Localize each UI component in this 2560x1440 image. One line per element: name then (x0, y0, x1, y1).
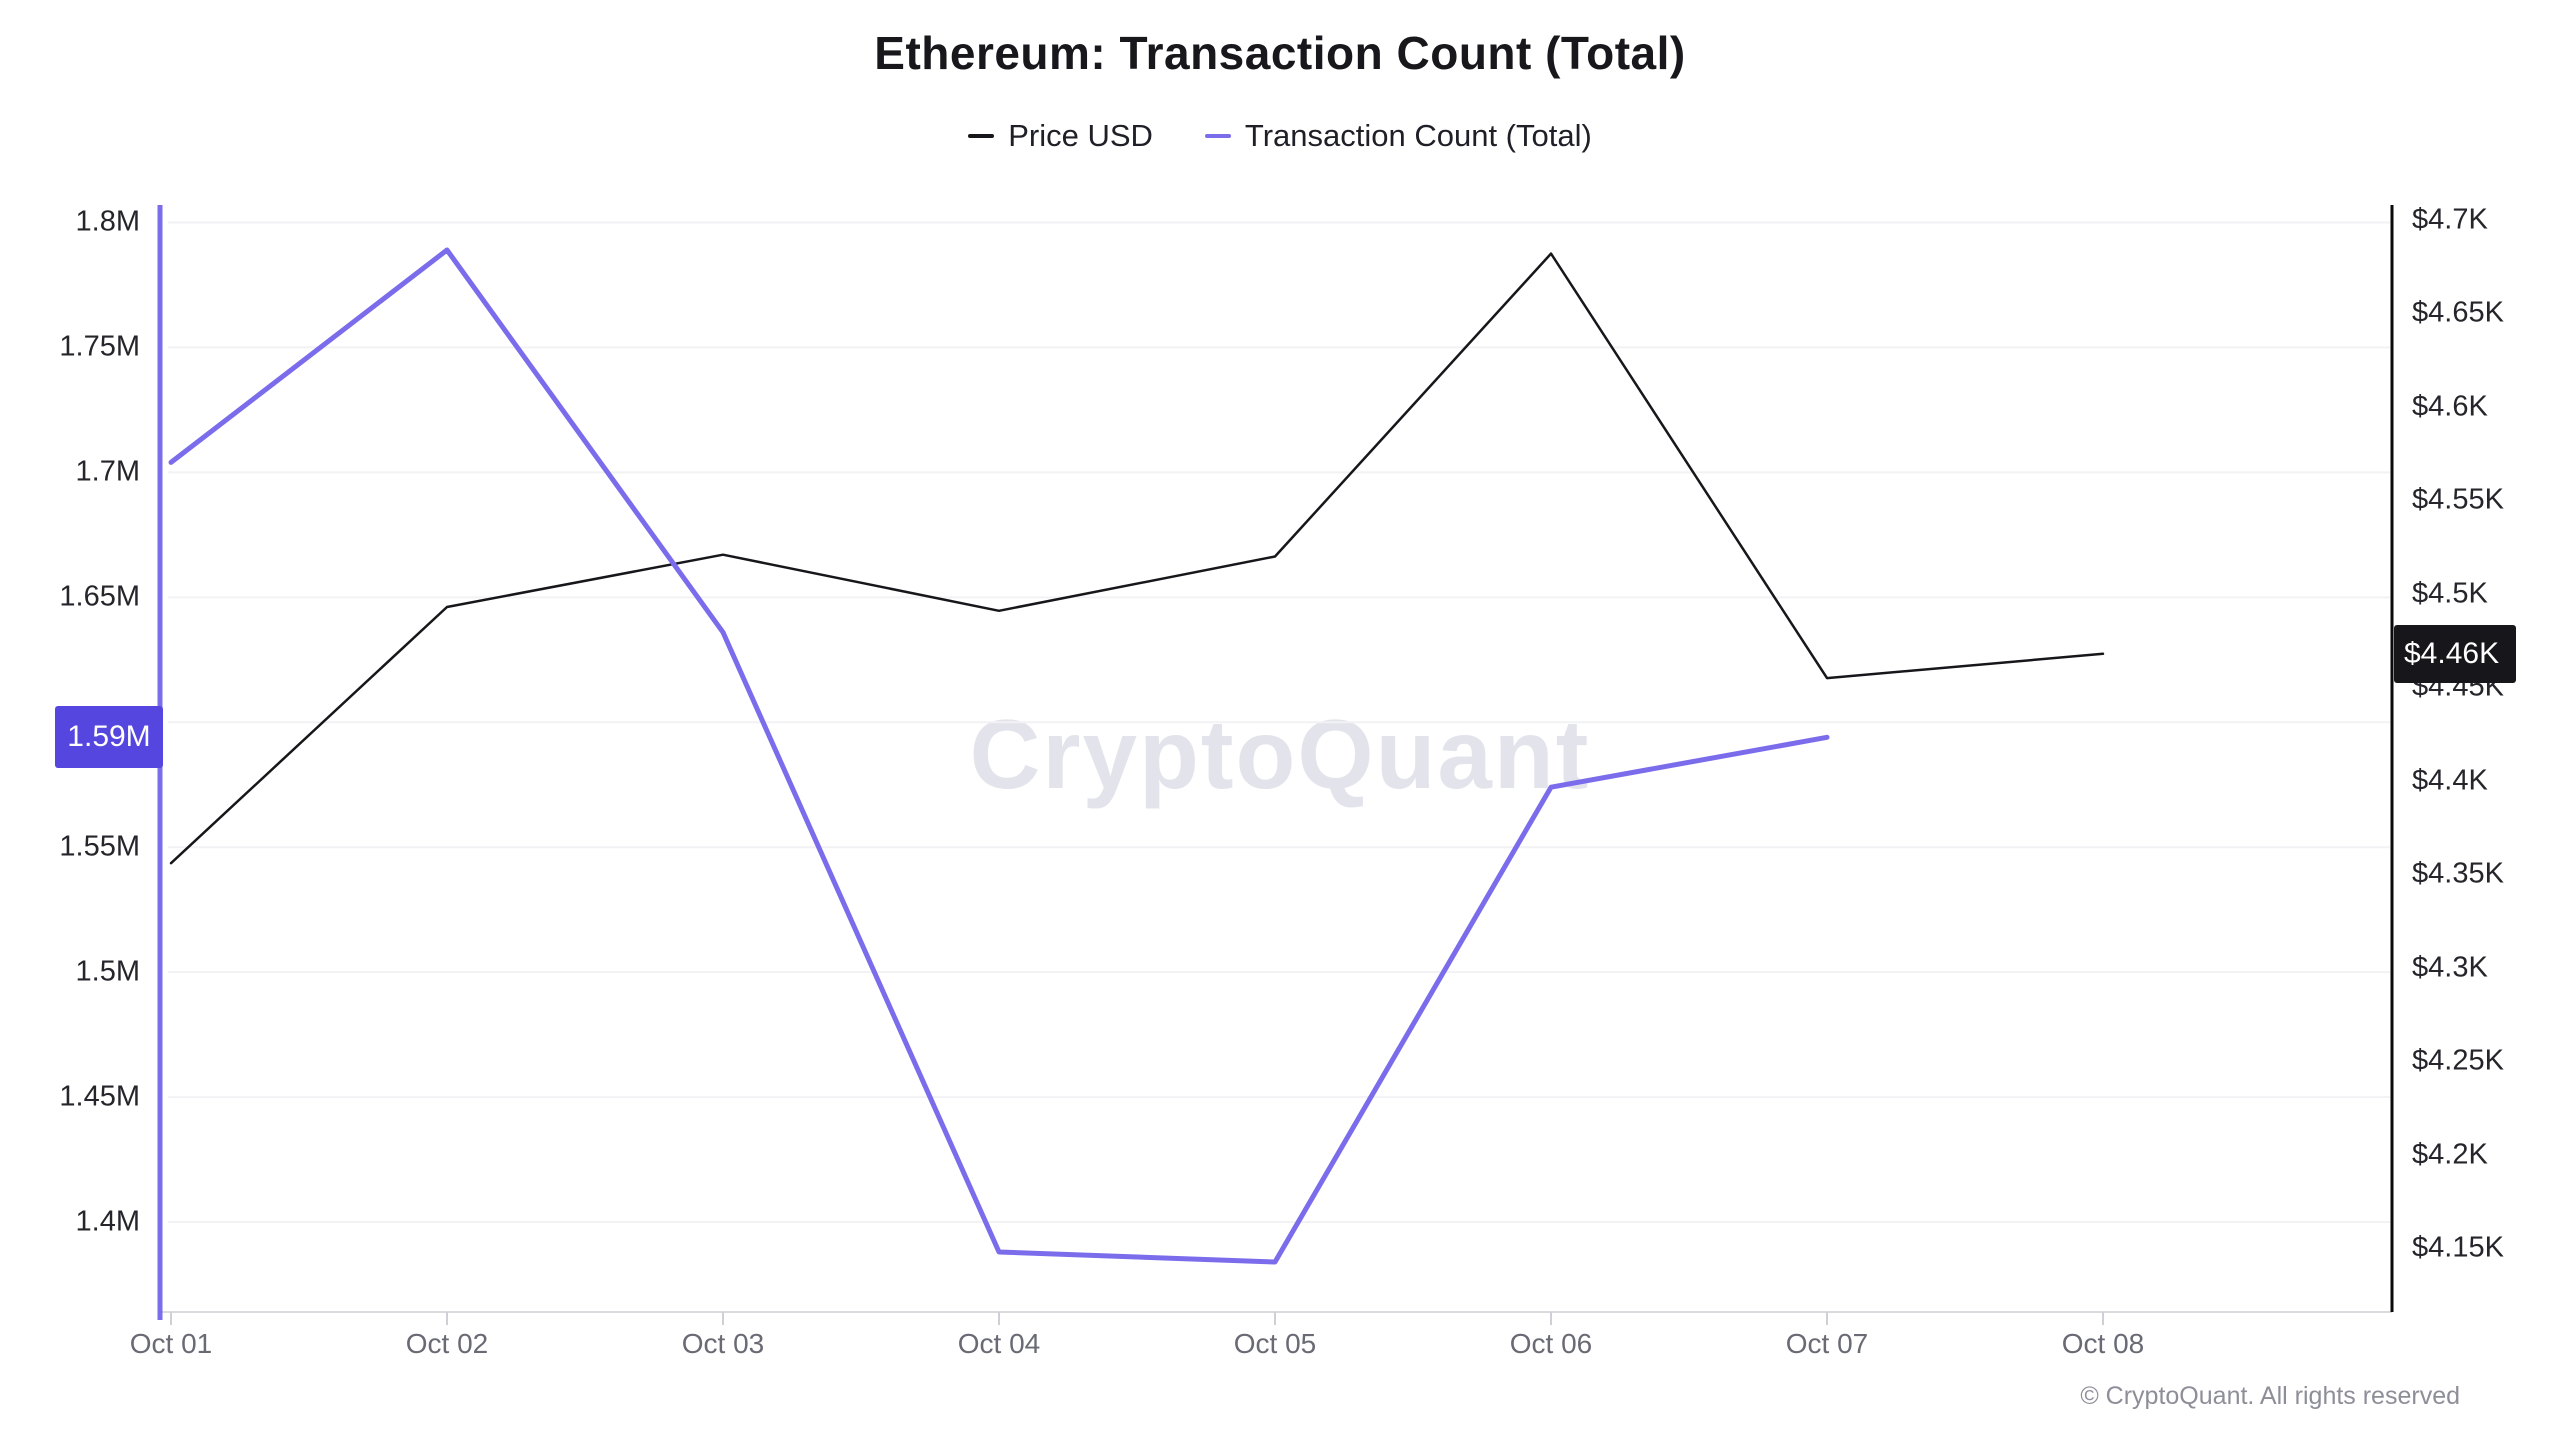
right-axis-tick-label: $4.25K (2412, 1044, 2504, 1077)
left-axis-tick-label: 1.75M (59, 330, 140, 363)
legend-item-price[interactable]: Price USD (968, 118, 1153, 154)
x-axis-label: Oct 01 (129, 1328, 213, 1359)
left-axis-tick-label: 1.5M (75, 955, 140, 988)
chart-title: Ethereum: Transaction Count (Total) (874, 27, 1686, 79)
chart-legend: Price USD Transaction Count (Total) (0, 118, 2560, 154)
left-axis-tick-label: 1.7M (75, 455, 140, 488)
tx-count-line (168, 247, 1830, 1265)
right-axis-tick-label: $4.7K (2412, 203, 2488, 236)
right-axis-tick-label: $4.15K (2412, 1231, 2504, 1264)
left-axis-tick-label: 1.8M (75, 205, 140, 238)
price-line (169, 252, 2105, 865)
right-axis-tick-label: $4.65K (2412, 296, 2504, 329)
right-axis-tick-label: $4.35K (2412, 857, 2504, 890)
right-axis-tick-label: $4.4K (2412, 764, 2488, 797)
right-axis-tick-label: $4.6K (2412, 390, 2488, 423)
left-axis-tick-label: 1.45M (59, 1080, 140, 1113)
legend-label-tx-count: Transaction Count (Total) (1244, 118, 1592, 153)
left-axis-tick-label: 1.55M (59, 830, 140, 863)
right-axis-tick-label: $4.55K (2412, 483, 2504, 516)
x-axis-label: Oct 03 (681, 1328, 765, 1359)
copyright-footer: © CryptoQuant. All rights reserved (2080, 1382, 2460, 1410)
left-axis-tick-label: 1.65M (59, 580, 140, 613)
tx-count-last-value: 1.59M (67, 720, 151, 754)
x-axis-label: Oct 02 (405, 1328, 489, 1359)
right-axis-tick-label: $4.3K (2412, 951, 2488, 984)
legend-item-tx-count[interactable]: Transaction Count (Total) (1204, 118, 1592, 154)
right-axis-tick-label: $4.2K (2412, 1138, 2488, 1171)
x-axis-label: Oct 04 (957, 1328, 1041, 1359)
left-axis-tick-label: 1.4M (75, 1205, 140, 1238)
x-axis-label: Oct 05 (1233, 1328, 1317, 1359)
tx-count-line-swatch-icon (1204, 134, 1231, 138)
x-axis-label: Oct 06 (1509, 1328, 1593, 1359)
x-axis-label: Oct 08 (2061, 1328, 2145, 1359)
legend-label-price: Price USD (1008, 118, 1153, 153)
tx-count-last-value-badge: 1.59M (55, 706, 163, 769)
price-last-value-badge: $4.46K (2394, 624, 2516, 683)
x-axis-label: Oct 07 (1785, 1328, 1869, 1359)
price-line-swatch-icon (968, 134, 995, 138)
right-axis-tick-label: $4.5K (2412, 577, 2488, 610)
price-last-value: $4.46K (2404, 636, 2500, 670)
